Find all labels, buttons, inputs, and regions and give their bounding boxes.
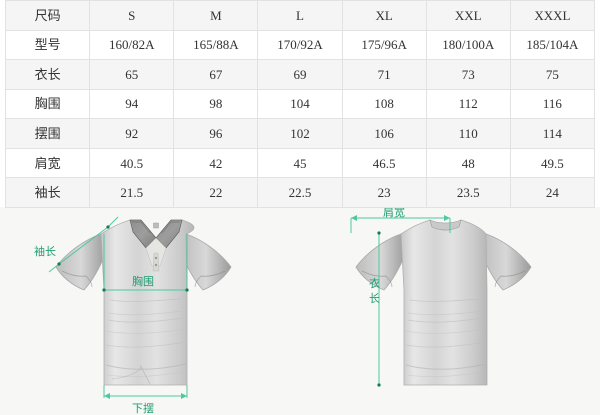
svg-text:肩宽: 肩宽 (383, 207, 405, 219)
svg-text:胸围: 胸围 (132, 274, 154, 288)
svg-text:衣: 衣 (369, 276, 380, 290)
svg-text:长: 长 (369, 292, 380, 305)
svg-text:下摆: 下摆 (132, 401, 154, 415)
svg-text:袖长: 袖长 (34, 244, 56, 258)
